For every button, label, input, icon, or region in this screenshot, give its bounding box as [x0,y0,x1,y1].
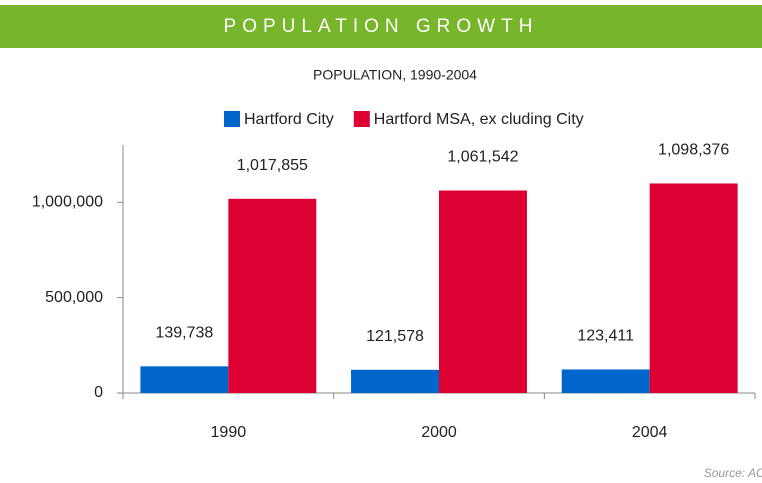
bar [351,369,439,393]
legend-swatch [224,111,240,127]
y-tick-label: 1,000,000 [32,193,103,210]
data-label: 123,411 [577,328,634,345]
data-label: 121,578 [366,328,424,345]
bar [140,366,229,393]
legend-label: Hartford MSA, ex cluding City [374,111,584,128]
header-banner [0,5,762,48]
x-tick-label: 1990 [211,424,247,441]
data-label: 1,061,542 [447,149,518,166]
data-label: 139,738 [155,325,213,342]
bar [228,198,317,393]
y-tick-label: 0 [94,384,103,401]
source-note: Source: ACCRA [704,466,762,480]
legend-label: Hartford City [244,111,334,128]
chart-title: POPULATION, 1990-2004 [313,67,477,83]
data-label: 1,098,376 [658,142,729,159]
legend-swatch [353,111,370,127]
x-tick-label: 2004 [632,424,668,441]
header-title: POPULATION GROWTH [224,16,539,37]
data-label: 1,017,855 [237,157,308,174]
x-tick-label: 2000 [421,424,457,441]
bar [439,190,527,393]
bar [649,183,738,393]
y-tick-label: 500,000 [45,289,103,306]
bar [561,369,650,393]
